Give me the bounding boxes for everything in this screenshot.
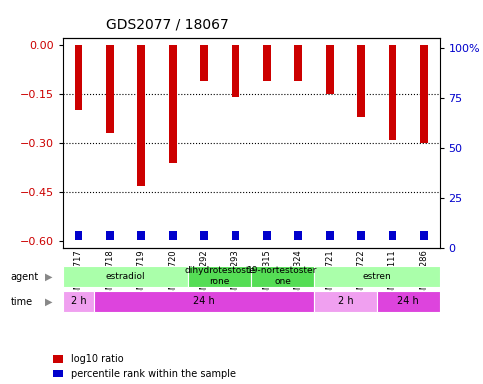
Bar (106, 45, 114, 133)
Bar (200, 231, 208, 240)
Bar (294, 231, 302, 240)
Bar (420, 45, 428, 143)
Bar (263, 231, 271, 240)
Bar (200, 45, 208, 81)
Bar (231, 45, 240, 97)
Text: 24 h: 24 h (397, 296, 419, 306)
Bar (263, 45, 271, 81)
Text: estradiol: estradiol (106, 271, 145, 281)
Text: 24 h: 24 h (193, 296, 215, 306)
Bar (251, 266, 314, 287)
Bar (63, 291, 94, 312)
Bar (231, 231, 240, 240)
Bar (137, 231, 145, 240)
Text: 19-nortestoster
one: 19-nortestoster one (247, 266, 318, 286)
Bar (63, 266, 188, 287)
Bar (326, 231, 334, 240)
Bar (357, 231, 365, 240)
Bar (94, 291, 314, 312)
Bar (169, 231, 177, 240)
Bar (169, 45, 177, 163)
Bar (420, 231, 428, 240)
Bar (388, 45, 397, 140)
Bar (314, 291, 377, 312)
Text: time: time (11, 297, 33, 307)
Bar (188, 266, 251, 287)
Text: GDS2077 / 18067: GDS2077 / 18067 (106, 17, 229, 31)
Bar (74, 231, 83, 240)
Text: ▶: ▶ (45, 297, 53, 307)
Bar (106, 231, 114, 240)
Bar (377, 291, 440, 312)
Bar (74, 45, 83, 110)
Text: 2 h: 2 h (71, 296, 86, 306)
Text: estren: estren (362, 271, 391, 281)
Bar (314, 266, 440, 287)
Bar (388, 231, 397, 240)
Bar (137, 45, 145, 185)
Legend: log10 ratio, percentile rank within the sample: log10 ratio, percentile rank within the … (53, 354, 236, 379)
Text: ▶: ▶ (45, 272, 53, 282)
Bar (326, 45, 334, 94)
Text: dihydrotestoste
rone: dihydrotestoste rone (184, 266, 256, 286)
Text: agent: agent (11, 272, 39, 282)
Bar (294, 45, 302, 81)
Bar (357, 45, 365, 117)
Text: 2 h: 2 h (338, 296, 353, 306)
